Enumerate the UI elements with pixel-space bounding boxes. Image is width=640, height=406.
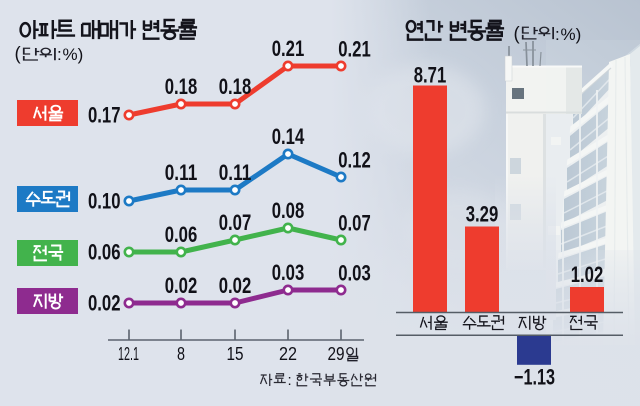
svg-text:0.11: 0.11 (165, 160, 198, 185)
svg-text:0.21: 0.21 (338, 37, 371, 62)
svg-text:0.12: 0.12 (338, 148, 371, 173)
svg-text:15: 15 (227, 343, 244, 364)
svg-text:0.07: 0.07 (338, 211, 371, 236)
svg-text:−1.13: −1.13 (514, 365, 555, 390)
svg-text:(: ( (514, 23, 521, 44)
svg-text:0.03: 0.03 (338, 261, 371, 286)
svg-text:22: 22 (279, 343, 297, 364)
svg-text:0.02: 0.02 (88, 291, 121, 316)
svg-text:0.03: 0.03 (272, 260, 305, 285)
svg-text:0.21: 0.21 (272, 36, 305, 61)
svg-text:%): %) (63, 45, 84, 64)
svg-text:0.06: 0.06 (88, 240, 121, 265)
svg-text::: : (57, 45, 62, 64)
svg-text:12.1: 12.1 (118, 343, 139, 364)
svg-text:0.18: 0.18 (165, 74, 198, 99)
svg-text:0.06: 0.06 (165, 222, 198, 247)
svg-text::: : (555, 25, 560, 44)
svg-text:3.29: 3.29 (466, 202, 499, 227)
svg-text:%): %) (561, 25, 582, 44)
svg-text:0.17: 0.17 (88, 103, 121, 128)
svg-text:0.02: 0.02 (165, 273, 198, 298)
svg-text:8.71: 8.71 (414, 63, 447, 88)
svg-text::: : (288, 372, 292, 389)
svg-text:8: 8 (177, 343, 185, 364)
svg-text:0.07: 0.07 (219, 210, 252, 235)
svg-text:0.02: 0.02 (219, 273, 252, 298)
svg-text:0.18: 0.18 (219, 74, 252, 99)
svg-text:0.10: 0.10 (88, 189, 121, 214)
svg-text:0.08: 0.08 (272, 198, 305, 223)
svg-text:0.14: 0.14 (272, 124, 305, 149)
svg-text:1.02: 1.02 (571, 262, 604, 287)
svg-text:29: 29 (328, 343, 345, 364)
svg-text:(: ( (15, 43, 22, 64)
svg-text:0.11: 0.11 (219, 160, 252, 185)
